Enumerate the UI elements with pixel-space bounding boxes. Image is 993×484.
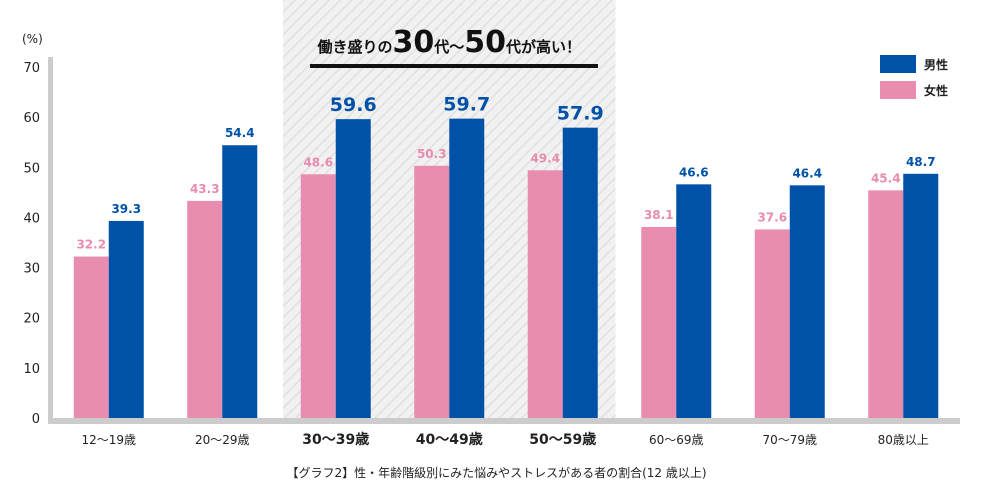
x-tick-label: 80歳以上 — [878, 433, 929, 447]
y-tick-label: 30 — [23, 262, 40, 277]
annotation-number-50: 50 — [464, 25, 506, 60]
y-tick-label: 10 — [23, 362, 40, 377]
female-value-label: 45.4 — [871, 171, 901, 185]
annotation-suffix: 代が高い！ — [505, 38, 581, 56]
annotation-middle: 代～ — [433, 38, 464, 56]
x-tick-label: 50～59歳 — [529, 431, 596, 448]
y-axis-line — [48, 57, 53, 418]
y-tick-label: 50 — [23, 161, 40, 176]
legend-label: 男性 — [924, 57, 948, 72]
x-tick-label: 30～39歳 — [302, 431, 369, 448]
female-bar — [300, 174, 336, 418]
y-axis-unit: (%) — [22, 32, 43, 46]
female-bar — [641, 226, 677, 418]
legend-label: 女性 — [924, 83, 948, 98]
annotation-headline: 働き盛りの30代～50代が高い！ — [316, 25, 581, 60]
female-bar — [527, 170, 563, 418]
y-tick-label: 20 — [23, 312, 40, 327]
x-tick-label: 20～29歳 — [195, 433, 250, 447]
annotation-underline — [310, 64, 598, 68]
male-bar — [449, 118, 485, 418]
male-value-label: 46.4 — [792, 166, 822, 180]
x-tick-label: 60～69歳 — [649, 433, 704, 447]
female-value-label: 49.4 — [530, 151, 560, 165]
female-bar — [868, 190, 904, 418]
female-bar — [754, 229, 790, 418]
male-value-label: 59.6 — [330, 94, 377, 116]
female-value-label: 50.3 — [417, 147, 447, 161]
female-value-label: 38.1 — [644, 208, 674, 222]
male-value-label: 48.7 — [906, 155, 936, 169]
female-value-label: 48.6 — [303, 155, 333, 169]
y-tick-label: 40 — [23, 211, 40, 226]
chart-caption: 【グラフ2】性・年齢階級別にみた悩みやストレスがある者の割合(12 歳以上) — [286, 466, 707, 480]
male-value-label: 59.7 — [443, 94, 490, 116]
y-tick-label: 60 — [23, 111, 40, 126]
female-bar — [414, 165, 450, 418]
male-value-label: 46.6 — [679, 165, 709, 179]
male-bar — [903, 173, 939, 418]
male-value-label: 57.9 — [557, 103, 604, 125]
male-bar — [562, 127, 598, 419]
legend-swatch — [880, 81, 916, 99]
annotation-number-30: 30 — [392, 25, 434, 60]
male-bar — [676, 184, 712, 418]
legend-swatch — [880, 55, 916, 73]
male-value-label: 54.4 — [225, 126, 255, 140]
y-tick-label: 0 — [32, 412, 40, 427]
female-bar — [187, 200, 223, 418]
female-bar — [73, 256, 109, 418]
annotation-prefix: 働き盛りの — [316, 38, 392, 56]
male-bar — [108, 220, 144, 418]
male-value-label: 39.3 — [111, 202, 141, 216]
x-tick-label: 12～19歳 — [81, 433, 136, 447]
female-value-label: 43.3 — [190, 182, 220, 196]
x-axis-line — [48, 418, 960, 424]
female-value-label: 37.6 — [757, 210, 787, 224]
x-tick-label: 40～49歳 — [416, 431, 483, 448]
y-tick-label: 70 — [23, 61, 40, 76]
male-bar — [335, 119, 371, 419]
x-tick-label: 70～79歳 — [762, 433, 817, 447]
female-value-label: 32.2 — [76, 238, 106, 252]
male-bar — [789, 185, 825, 418]
male-bar — [222, 145, 258, 419]
